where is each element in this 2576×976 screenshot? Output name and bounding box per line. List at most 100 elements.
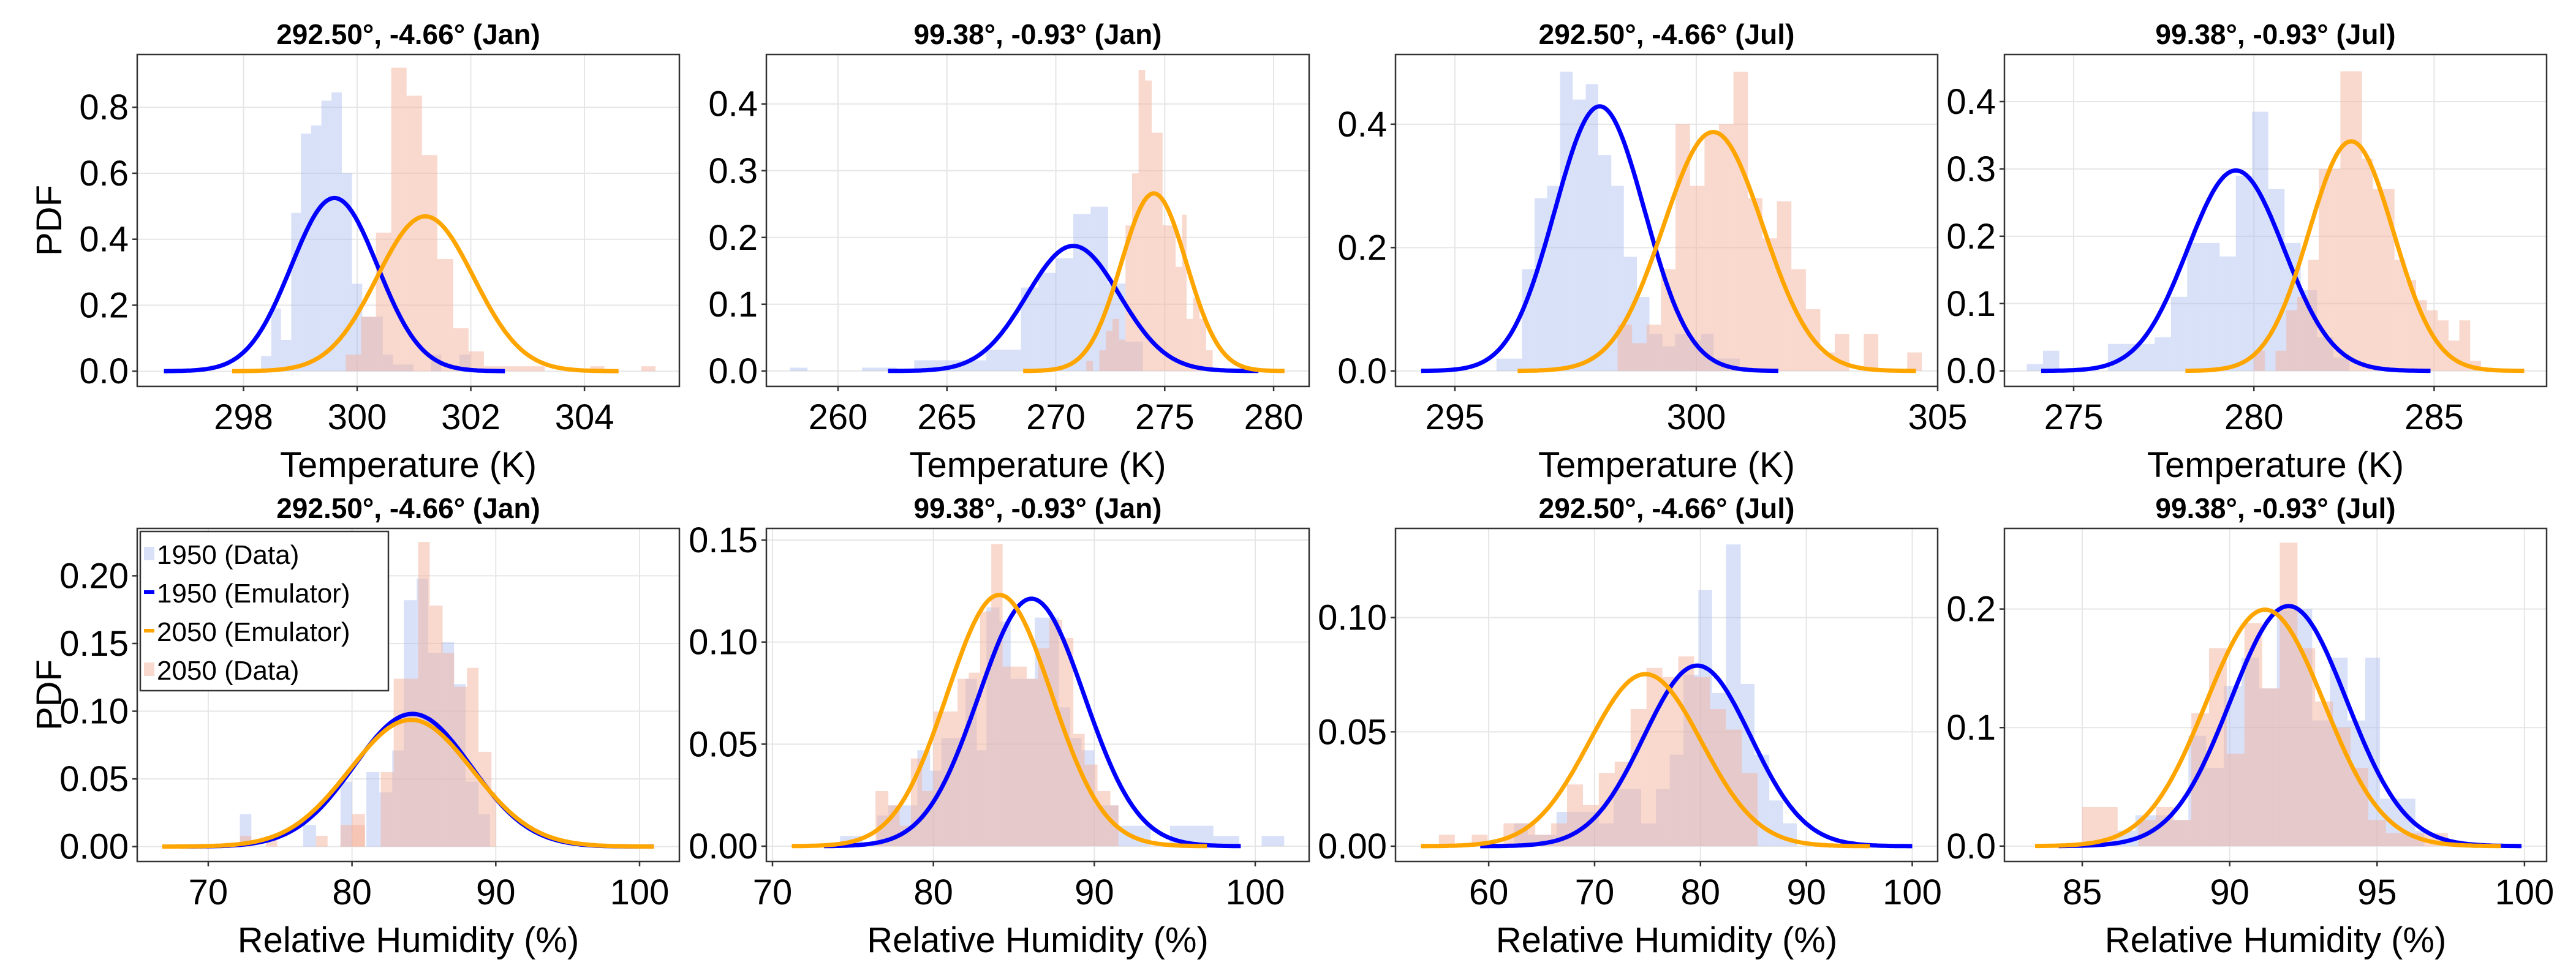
curve-2050-emulator bbox=[791, 593, 1207, 849]
x-tick-label: 60 bbox=[1469, 873, 1509, 912]
y-tick-label: 0.00 bbox=[689, 827, 758, 866]
bar-2050 bbox=[1106, 331, 1112, 371]
bar-2050 bbox=[945, 711, 958, 846]
y-axis-label: PDF bbox=[29, 185, 69, 256]
legend-swatch bbox=[144, 663, 154, 676]
panel-title: 292.50°, -4.66° (Jan) bbox=[276, 18, 540, 50]
y-tick-label: 0.2 bbox=[708, 218, 758, 258]
bar-2050 bbox=[991, 544, 1003, 846]
bar-2050 bbox=[1662, 677, 1679, 846]
x-tick-label: 90 bbox=[2210, 873, 2249, 912]
bar-1950 bbox=[986, 350, 1021, 371]
hist-2050-data bbox=[2254, 71, 2481, 371]
bar-1950 bbox=[1496, 358, 1522, 371]
y-tick-label: 0.00 bbox=[59, 827, 129, 867]
curve-1950-emulator bbox=[1421, 104, 1779, 374]
bar-2050 bbox=[1027, 678, 1038, 846]
bar-2050 bbox=[2368, 820, 2386, 846]
curve-2050-emulator bbox=[2185, 139, 2525, 374]
plot-frame bbox=[2003, 527, 2548, 863]
bar-2050 bbox=[2319, 168, 2330, 371]
panel-title: 292.50°, -4.66° (Jul) bbox=[1539, 18, 1795, 50]
x-axis-label: Temperature (K) bbox=[1538, 445, 1795, 485]
bar-1950 bbox=[1573, 99, 1586, 371]
y-tick-label: 0.00 bbox=[1318, 827, 1387, 866]
panel-title: 99.38°, -0.93° (Jul) bbox=[2155, 18, 2395, 50]
y-tick-label: 0.2 bbox=[1946, 590, 1996, 629]
bar-1950 bbox=[291, 212, 301, 372]
y-tick-label: 0.0 bbox=[1337, 351, 1387, 391]
bar-1950 bbox=[2107, 343, 2155, 371]
bar-1950 bbox=[271, 308, 281, 372]
plot-frame bbox=[765, 53, 1310, 388]
bar-2050 bbox=[2384, 189, 2395, 371]
hist-2050-data bbox=[1086, 70, 1213, 371]
bar-2050 bbox=[2174, 820, 2192, 846]
bar-2050 bbox=[467, 667, 479, 847]
bar-1950 bbox=[2235, 175, 2253, 371]
bar-2050 bbox=[2315, 701, 2333, 846]
hist-1950-data bbox=[261, 92, 470, 372]
curve-2050-emulator bbox=[1517, 130, 1916, 374]
bar-1950 bbox=[2042, 350, 2060, 371]
y-axis-label: PDF bbox=[29, 659, 69, 730]
x-tick-label: 90 bbox=[1075, 873, 1114, 912]
x-tick-label: 100 bbox=[1883, 873, 1942, 912]
bar-2050 bbox=[483, 366, 545, 372]
plot-frame bbox=[2003, 53, 2548, 388]
y-tick-label: 0.8 bbox=[79, 88, 129, 127]
plot-frame bbox=[136, 53, 681, 388]
bar-1950 bbox=[2026, 364, 2043, 371]
bar-1950 bbox=[311, 125, 322, 372]
x-tick-label: 100 bbox=[2495, 873, 2555, 912]
bar-2050 bbox=[2427, 310, 2438, 371]
x-axis-label: Relative Humidity (%) bbox=[867, 920, 1209, 960]
plot-frame bbox=[136, 527, 681, 863]
x-tick-label: 80 bbox=[1681, 873, 1721, 912]
legend-label: 2050 (Data) bbox=[157, 656, 299, 686]
bar-2050 bbox=[1112, 318, 1119, 371]
bar-2050 bbox=[922, 791, 934, 846]
bar-2050 bbox=[958, 678, 969, 846]
legend-swatch bbox=[144, 547, 154, 560]
bar-2050 bbox=[2459, 320, 2471, 371]
bar-2050 bbox=[1193, 298, 1200, 371]
bar-2050 bbox=[2448, 340, 2460, 371]
bar-1950 bbox=[1769, 800, 1783, 846]
y-tick-label: 0.0 bbox=[1946, 827, 1996, 866]
bar-2050 bbox=[380, 772, 394, 847]
bar-2050 bbox=[361, 317, 376, 372]
x-tick-label: 285 bbox=[2404, 397, 2464, 437]
grid bbox=[2004, 54, 2547, 386]
bar-2050 bbox=[1617, 325, 1633, 371]
bar-1950 bbox=[790, 367, 808, 371]
curve-1950-emulator bbox=[2058, 604, 2522, 849]
y-tick-label: 0.15 bbox=[689, 520, 758, 560]
y-tick-label: 0.6 bbox=[79, 154, 129, 193]
curve-2050-emulator bbox=[162, 718, 654, 849]
bar-1950 bbox=[1090, 206, 1108, 371]
y-tick-label: 0.20 bbox=[59, 556, 129, 596]
x-axis-label: Temperature (K) bbox=[280, 445, 537, 485]
y-tick-label: 0.3 bbox=[1946, 149, 1996, 189]
curve-1950-emulator bbox=[1480, 663, 1913, 849]
bar-2050 bbox=[1646, 667, 1663, 846]
x-tick-label: 85 bbox=[2063, 873, 2102, 912]
bar-1950 bbox=[2187, 242, 2204, 371]
curve-1950-emulator bbox=[2041, 168, 2431, 374]
x-tick-label: 90 bbox=[1786, 873, 1826, 912]
bar-2050 bbox=[1182, 214, 1187, 371]
legend-label: 1950 (Data) bbox=[157, 540, 299, 570]
x-tick-label: 280 bbox=[2224, 397, 2284, 437]
bar-2050 bbox=[1131, 173, 1139, 371]
bar-1950 bbox=[1585, 84, 1598, 371]
hist-2050-data bbox=[1438, 656, 1758, 846]
bar-1950 bbox=[331, 92, 342, 372]
bar-2050 bbox=[454, 686, 467, 847]
bar-1950 bbox=[2170, 296, 2188, 371]
curve-2050-emulator bbox=[1022, 191, 1286, 374]
bar-2050 bbox=[2373, 189, 2384, 371]
bar-1950 bbox=[1038, 272, 1056, 371]
bar-1950 bbox=[1560, 72, 1573, 371]
bar-2050 bbox=[1206, 350, 1213, 371]
